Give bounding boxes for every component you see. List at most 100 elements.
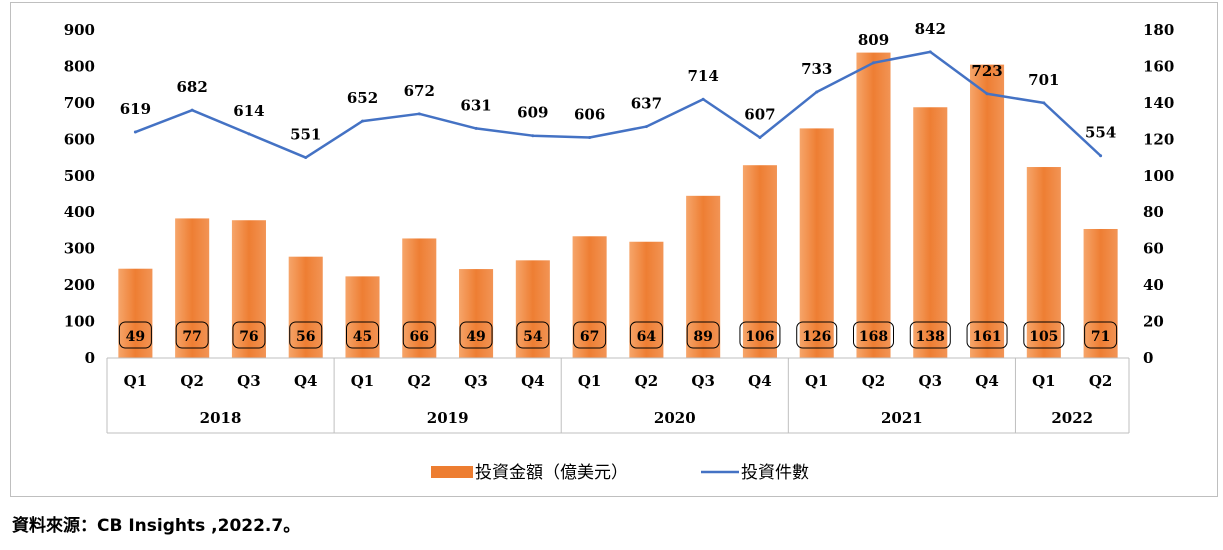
bar	[515, 260, 550, 358]
bar-data-label: 56	[296, 329, 315, 345]
bar-data-label: 168	[859, 329, 888, 345]
line-data-label: 606	[574, 106, 605, 124]
bar	[1083, 228, 1118, 358]
y-left-tick-label: 500	[64, 167, 95, 185]
line-data-label: 554	[1085, 124, 1116, 142]
bar-label-box	[909, 321, 951, 349]
bar	[742, 165, 777, 358]
legend-bar-swatch	[431, 466, 473, 478]
quarter-tick-label: Q3	[919, 372, 943, 390]
line-point	[1099, 154, 1103, 158]
bar-label-box	[739, 321, 781, 349]
bar-data-label: 126	[802, 329, 831, 345]
year-label: 2018	[200, 409, 242, 427]
line-point	[701, 97, 705, 101]
line-data-label: 682	[177, 78, 208, 96]
bar	[288, 256, 323, 358]
quarter-tick-label: Q3	[237, 372, 261, 390]
line-point	[247, 132, 251, 136]
y-left-tick-label: 400	[64, 203, 95, 221]
line-data-label: 609	[517, 104, 548, 122]
quarter-tick-label: Q4	[748, 372, 772, 390]
line-data-label: 842	[915, 20, 946, 38]
quarter-tick-label: Q4	[975, 372, 999, 390]
bar	[686, 195, 721, 358]
quarter-tick-label: Q2	[635, 372, 659, 390]
combo-chart: 0 100 200 300 400 500 600 700 800 900 0 20 40 60 80 100…	[64, 20, 1175, 483]
line-point	[872, 61, 875, 65]
quarter-tick-label: Q4	[521, 372, 545, 390]
bar-label-box	[516, 321, 550, 349]
bar	[913, 107, 948, 358]
y-right-tick-label: 20	[1143, 313, 1164, 331]
bar	[572, 236, 607, 358]
line-point	[815, 90, 819, 94]
y-left-tick-label: 100	[64, 313, 95, 331]
bar-label-box	[1023, 321, 1065, 349]
bar-data-label: 161	[972, 329, 1001, 345]
line-point	[758, 136, 762, 140]
quarter-tick-label: Q4	[294, 372, 318, 390]
quarter-tick-label: Q2	[1089, 372, 1113, 390]
line-point	[985, 92, 989, 96]
bar-label-box	[175, 321, 209, 349]
bar	[175, 218, 210, 358]
quarter-tick-label: Q3	[691, 372, 715, 390]
quarter-tick-label: Q3	[464, 372, 488, 390]
line-point	[474, 126, 478, 130]
bar-label-box	[346, 321, 379, 349]
line-data-label: 607	[744, 106, 775, 124]
line-data-label: 723	[971, 62, 1002, 80]
bar-label-box	[459, 321, 493, 349]
quarter-tick-label: Q2	[408, 372, 432, 390]
line-data-label: 551	[290, 126, 321, 144]
bar-label-box	[402, 321, 436, 349]
line-point	[417, 112, 421, 116]
line-data-label: 619	[120, 100, 151, 118]
y-right-tick-label: 160	[1143, 57, 1174, 75]
quarter-tick-label: Q1	[124, 372, 148, 390]
y-right-tick-label: 60	[1143, 240, 1164, 258]
line-data-label: 614	[233, 102, 264, 120]
quarter-tick-label: Q1	[805, 372, 829, 390]
y-left-tick-label: 300	[64, 240, 95, 258]
bar-data-label: 106	[745, 329, 774, 345]
line-point	[928, 50, 932, 54]
quarter-tick-label: Q1	[351, 372, 375, 390]
line-point	[1042, 101, 1046, 105]
bar-data-label: 64	[637, 329, 657, 345]
year-label: 2022	[1051, 409, 1093, 427]
year-label: 2021	[881, 409, 923, 427]
bar-label-box	[966, 321, 1008, 349]
bar	[629, 241, 664, 358]
bar-data-label: 89	[693, 329, 712, 345]
bar	[1026, 167, 1061, 358]
bar-data-label: 45	[353, 329, 372, 345]
year-label: 2019	[427, 409, 469, 427]
bar	[345, 276, 380, 358]
line-data-label: 652	[347, 89, 378, 107]
bar-label-box	[629, 321, 663, 349]
bar-data-label: 49	[466, 329, 485, 345]
line-data-label: 714	[688, 67, 719, 85]
line-point	[531, 134, 535, 138]
bar-data-label: 49	[126, 329, 145, 345]
bar-data-label: 71	[1091, 329, 1110, 345]
y-right-tick-label: 120	[1143, 130, 1174, 148]
bar-label-box	[118, 321, 152, 349]
y-right-tick-label: 140	[1143, 94, 1174, 112]
bar	[856, 52, 891, 359]
bar-label-box	[686, 321, 720, 349]
y-left-tick-label: 800	[64, 57, 95, 75]
y-right-tick-label: 100	[1143, 167, 1174, 185]
bar	[459, 269, 494, 358]
y-right-tick-label: 180	[1143, 21, 1174, 39]
legend-line-label: 投資件數	[741, 463, 809, 483]
bar-data-label: 54	[523, 329, 543, 345]
line-data-label: 672	[404, 82, 435, 100]
y-left-tick-label: 700	[64, 94, 95, 112]
line-point	[304, 156, 308, 160]
line-data-label: 809	[858, 31, 889, 49]
legend-bar-label: 投資金額（億美元）	[475, 463, 628, 483]
bar	[799, 128, 834, 358]
